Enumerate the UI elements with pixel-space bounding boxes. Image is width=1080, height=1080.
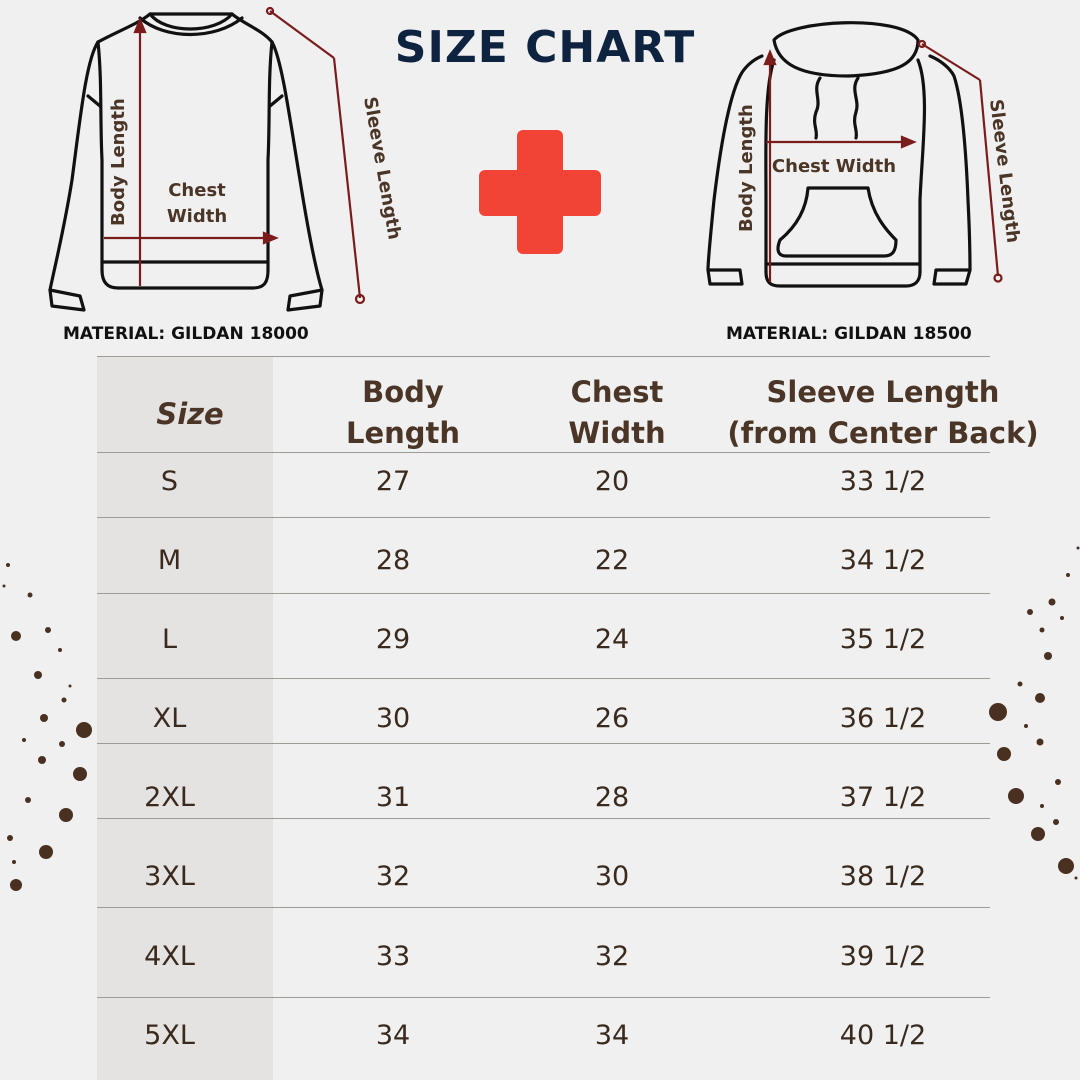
page-title: SIZE CHART [394, 22, 696, 73]
right-material-label: MATERIAL: GILDAN 18500 [726, 324, 972, 344]
header-chest-line-1: Chest [570, 375, 664, 409]
table-row-sleeve: 35 1/2 [839, 624, 927, 655]
table-row-chest: 28 [594, 782, 630, 813]
table-row-size: XL [152, 703, 187, 734]
table-row-body: 33 [375, 941, 411, 972]
table-row-size: M [157, 545, 182, 576]
hoodie-icon [706, 21, 972, 288]
left-sleeve-length-label: Sleeve Length [359, 95, 405, 241]
table-row-chest: 26 [594, 703, 630, 734]
decorative-dots-left [2, 563, 92, 891]
table-row-body: 29 [375, 624, 411, 655]
table-row-size: 2XL [144, 782, 195, 813]
header-sleeve-line-2: (from Center Back) [727, 416, 1039, 450]
table-row-size: 5XL [144, 1020, 195, 1051]
right-chest-label: Chest Width [772, 156, 896, 177]
table-row-sleeve: 37 1/2 [839, 782, 927, 813]
table-row-body: 27 [375, 466, 411, 497]
row-divider [97, 743, 990, 744]
sweatshirt-icon [48, 12, 324, 312]
table-row-size: L [161, 624, 178, 655]
size-table: Size Body Length Chest Width Sleeve Leng… [97, 356, 1039, 1080]
table-row-sleeve: 39 1/2 [839, 941, 927, 972]
table-row-body: 31 [375, 782, 411, 813]
left-dimension-lines [104, 6, 366, 305]
table-row-size: 3XL [144, 861, 195, 892]
header-body-length: Body Length [303, 372, 503, 454]
row-divider [97, 517, 990, 518]
header-size: Size [156, 397, 224, 431]
table-row-size: S [160, 466, 179, 497]
header-body-line-1: Body [362, 375, 444, 409]
table-row-chest: 20 [594, 466, 630, 497]
table-row-sleeve: 36 1/2 [839, 703, 927, 734]
header-chest-width: Chest Width [517, 372, 717, 454]
right-body-length-label: Body Length [736, 104, 757, 232]
table-row-body: 32 [375, 861, 411, 892]
row-divider [97, 818, 990, 819]
header-sleeve-line-1: Sleeve Length [766, 375, 1000, 409]
table-row-chest: 30 [594, 861, 630, 892]
plus-icon [479, 130, 601, 254]
right-dimension-lines [763, 39, 1003, 283]
table-row-sleeve: 38 1/2 [839, 861, 927, 892]
header-chest-line-2: Width [568, 416, 666, 450]
row-divider [97, 593, 990, 594]
table-row-chest: 32 [594, 941, 630, 972]
table-row-body: 34 [375, 1020, 411, 1051]
row-divider [97, 907, 990, 908]
header-body-line-2: Length [345, 416, 461, 450]
table-row-chest: 24 [594, 624, 630, 655]
row-divider [97, 997, 990, 998]
table-row-sleeve: 33 1/2 [839, 466, 927, 497]
left-body-length-label: Body Length [108, 98, 129, 226]
table-row-chest: 34 [594, 1020, 630, 1051]
left-chest-label-2: Width [167, 206, 227, 227]
left-material-label: MATERIAL: GILDAN 18000 [63, 324, 309, 344]
decorative-dots-right [989, 546, 1080, 880]
table-row-sleeve: 34 1/2 [839, 545, 927, 576]
table-top-line [97, 356, 990, 357]
size-column-background [97, 356, 273, 1080]
table-row-size: 4XL [144, 941, 195, 972]
table-row-chest: 22 [594, 545, 630, 576]
header-sleeve-length: Sleeve Length (from Center Back) [727, 372, 1039, 454]
table-row-body: 30 [375, 703, 411, 734]
table-row-sleeve: 40 1/2 [839, 1020, 927, 1051]
table-row-body: 28 [375, 545, 411, 576]
left-chest-label-1: Chest [168, 180, 226, 201]
garment-illustrations: Body Length Chest Width Sleeve Length Bo… [48, 6, 1023, 312]
row-divider [97, 678, 990, 679]
row-divider [97, 452, 990, 453]
